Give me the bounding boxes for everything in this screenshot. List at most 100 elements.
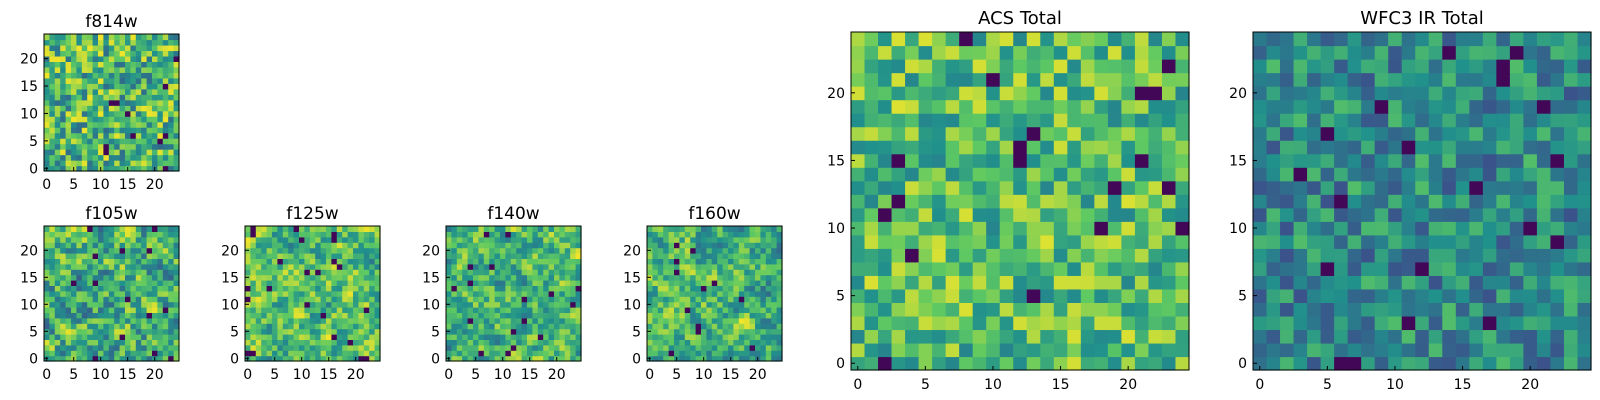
heatmap-cell: [668, 334, 675, 340]
heatmap-cell: [1320, 140, 1335, 155]
heatmap-cell: [527, 344, 533, 351]
heatmap-cell: [49, 50, 56, 57]
heatmap-cell: [564, 312, 571, 319]
heatmap-cell: [103, 285, 110, 292]
heatmap-cell: [98, 307, 104, 313]
heatmap-cell: [489, 280, 496, 286]
heatmap-cell: [516, 285, 523, 292]
heatmap-cell: [891, 32, 906, 47]
heatmap-cell: [87, 44, 94, 52]
heatmap-cell: [98, 39, 104, 46]
heatmap-cell: [851, 72, 866, 87]
heatmap-cell: [49, 72, 56, 79]
heatmap-cell: [505, 339, 512, 346]
heatmap-cell: [674, 312, 680, 319]
heatmap-cell: [1053, 275, 1068, 290]
heatmap-cell: [141, 344, 148, 351]
heatmap-cell: [162, 61, 169, 68]
heatmap-cell: [478, 269, 485, 276]
heatmap-cell: [157, 290, 164, 297]
heatmap-cell: [119, 312, 126, 319]
heatmap-cell: [60, 116, 67, 123]
heatmap-cell: [336, 296, 343, 303]
heatmap-cell: [564, 285, 571, 292]
heatmap-cell: [657, 339, 664, 346]
heatmap-cell: [157, 236, 164, 243]
heatmap-cell: [299, 339, 305, 346]
heatmap-cell: [299, 317, 305, 324]
heatmap-cell: [130, 317, 137, 324]
heatmap-cell: [483, 253, 490, 259]
heatmap-cell: [1428, 72, 1443, 87]
heatmap-cell: [44, 236, 50, 243]
heatmap-cell: [114, 116, 121, 123]
heatmap-cell: [711, 247, 718, 254]
heatmap-cell: [130, 285, 137, 292]
heatmap-cell: [483, 339, 490, 346]
heatmap-cell: [81, 105, 88, 112]
heatmap-cell: [446, 296, 452, 303]
heatmap-cell: [684, 312, 691, 319]
heatmap-cell: [92, 242, 99, 249]
heatmap-cell: [282, 350, 289, 357]
heatmap-cell: [755, 328, 761, 335]
heatmap-cell: [130, 236, 137, 243]
heatmap-cell: [54, 274, 61, 281]
heatmap-cell: [1361, 86, 1376, 101]
heatmap-cell: [331, 301, 338, 308]
heatmap-cell: [87, 88, 94, 95]
heatmap-cell: [320, 242, 327, 249]
heatmap-cell: [527, 274, 533, 281]
heatmap-cell: [108, 323, 115, 330]
heatmap-cell: [1266, 194, 1281, 209]
heatmap-cell: [532, 236, 539, 243]
heatmap-cell: [532, 280, 539, 286]
heatmap-cell: [336, 355, 343, 362]
heatmap-cell: [76, 253, 83, 259]
heatmap-cell: [878, 59, 893, 74]
heatmap-cell: [717, 236, 724, 243]
heatmap-cell: [60, 44, 67, 52]
heatmap-cell: [1161, 329, 1177, 344]
heatmap-cell: [326, 323, 332, 330]
heatmap-cell: [749, 285, 756, 292]
heatmap-cell: [162, 110, 169, 117]
heatmap-cell: [1148, 45, 1163, 60]
heatmap-cell: [527, 280, 533, 286]
heatmap-cell: [98, 328, 104, 335]
heatmap-cell: [945, 342, 960, 358]
heatmap-cell: [1148, 194, 1163, 209]
heatmap-cell: [108, 307, 115, 313]
heatmap-cell: [744, 312, 751, 319]
heatmap-cell: [717, 317, 724, 324]
heatmap-cell: [309, 280, 316, 286]
heatmap-cell: [168, 77, 175, 84]
heatmap-cell: [1080, 342, 1095, 358]
heatmap-cell: [647, 280, 653, 286]
heatmap-cell: [336, 344, 343, 351]
heatmap-cell: [657, 280, 664, 286]
heatmap-cell: [959, 126, 974, 141]
heatmap-cell: [749, 247, 756, 254]
heatmap-cell: [706, 301, 713, 308]
heatmap-cell: [1094, 113, 1109, 128]
heatmap-cell: [162, 231, 169, 238]
heatmap-cell: [575, 317, 582, 324]
heatmap-cell: [711, 274, 718, 281]
heatmap-cell: [1428, 126, 1443, 141]
heatmap-cell: [647, 307, 653, 313]
heatmap-cell: [456, 226, 463, 232]
heatmap-cell: [347, 274, 354, 281]
heatmap-cell: [255, 334, 262, 340]
heatmap-cell: [771, 285, 778, 292]
heatmap-cell: [999, 180, 1014, 195]
heatmap-cell: [331, 269, 338, 276]
heatmap-cell: [342, 317, 349, 324]
heatmap-cell: [1455, 153, 1470, 168]
heatmap-cell: [462, 339, 469, 346]
heatmap-cell: [1067, 261, 1082, 276]
heatmap-cell: [744, 355, 751, 362]
heatmap-cell: [326, 280, 332, 286]
heatmap-cell: [49, 312, 56, 319]
heatmap-cell: [331, 247, 338, 254]
